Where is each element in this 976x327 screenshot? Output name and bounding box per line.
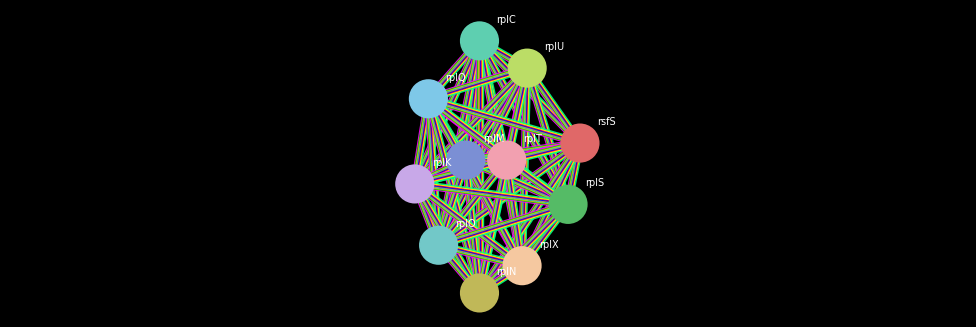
Circle shape	[504, 247, 541, 284]
Circle shape	[420, 227, 458, 264]
Text: rplO: rplO	[456, 219, 476, 229]
Text: rplS: rplS	[585, 179, 604, 188]
Text: rplK: rplK	[431, 158, 451, 168]
Circle shape	[561, 124, 598, 162]
Text: rplC: rplC	[497, 15, 516, 25]
Text: rplX: rplX	[539, 240, 558, 250]
Circle shape	[410, 80, 447, 117]
Circle shape	[461, 274, 498, 312]
Circle shape	[461, 22, 498, 60]
Text: rplN: rplN	[497, 267, 516, 277]
Text: rplM: rplM	[483, 134, 505, 144]
Text: rsfS: rsfS	[597, 117, 616, 127]
Circle shape	[447, 141, 485, 179]
Text: rplT: rplT	[523, 134, 543, 144]
Text: rplQ: rplQ	[445, 73, 466, 83]
Circle shape	[488, 141, 525, 179]
Text: rplU: rplU	[544, 42, 564, 52]
Circle shape	[396, 165, 433, 203]
Circle shape	[549, 186, 587, 223]
Circle shape	[508, 49, 546, 87]
